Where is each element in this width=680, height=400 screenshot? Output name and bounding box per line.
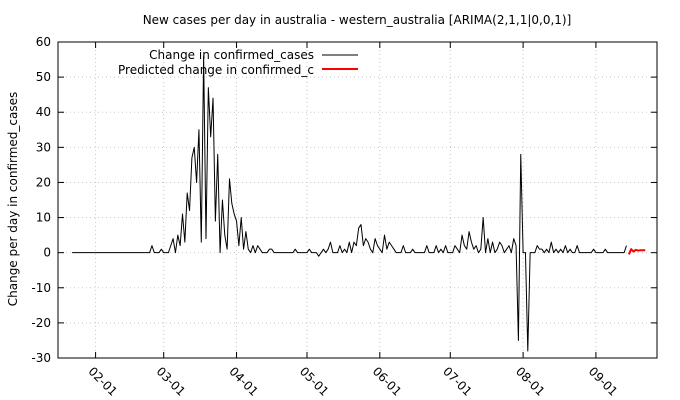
plot-frame xyxy=(57,41,658,359)
y-tick-label: 50 xyxy=(36,70,51,84)
series-line-actual xyxy=(72,55,627,352)
chart-title: New cases per day in australia - western… xyxy=(143,13,572,27)
y-tick-label: 40 xyxy=(36,105,51,119)
series-line-predicted xyxy=(627,248,646,255)
grid xyxy=(58,42,657,358)
y-tick-label: -30 xyxy=(31,351,51,365)
y-tick-label: -20 xyxy=(31,316,51,330)
y-tick-label: -10 xyxy=(31,281,51,295)
y-tick-label: 60 xyxy=(36,35,51,49)
plot-area xyxy=(72,55,646,352)
y-tick-label: 30 xyxy=(36,140,51,154)
legend: Change in confirmed_cases Predicted chan… xyxy=(118,48,358,77)
legend-label-predicted: Predicted change in confirmed_c xyxy=(118,63,314,77)
y-tick-label: 20 xyxy=(36,175,51,189)
y-tick-label: 10 xyxy=(36,211,51,225)
y-tick-label: 0 xyxy=(43,246,51,260)
legend-label-actual: Change in confirmed_cases xyxy=(149,48,314,62)
y-axis-label: Change per day in confirmed_cases xyxy=(6,92,20,307)
